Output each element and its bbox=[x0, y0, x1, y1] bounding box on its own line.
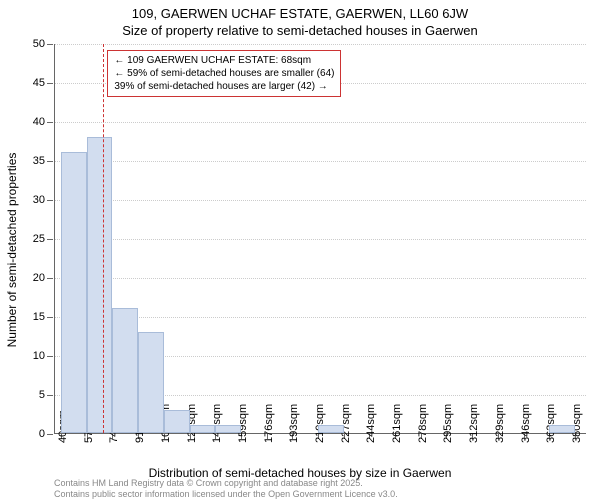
x-tick-label: 346sqm bbox=[520, 404, 532, 443]
x-tick-label: 142sqm bbox=[211, 404, 223, 443]
y-tick-label: 30 bbox=[33, 194, 45, 206]
y-tick-label: 35 bbox=[33, 155, 45, 167]
annotation-box: ← 109 GAERWEN UCHAF ESTATE: 68sqm← 59% o… bbox=[107, 50, 341, 97]
x-tick-label: 312sqm bbox=[468, 404, 480, 443]
attribution-line-2: Contains public sector information licen… bbox=[54, 489, 398, 500]
y-axis-label: Number of semi-detached properties bbox=[5, 153, 19, 348]
gridline bbox=[55, 122, 586, 123]
x-tick-label: 329sqm bbox=[494, 404, 506, 443]
y-tick-label: 20 bbox=[33, 272, 45, 284]
attribution: Contains HM Land Registry data © Crown c… bbox=[54, 478, 398, 500]
y-tick-label: 45 bbox=[33, 77, 45, 89]
y-tick bbox=[47, 161, 53, 162]
chart-container: 109, GAERWEN UCHAF ESTATE, GAERWEN, LL60… bbox=[0, 0, 600, 500]
x-tick-label: 176sqm bbox=[263, 404, 275, 443]
annotation-line: ← 109 GAERWEN UCHAF ESTATE: 68sqm bbox=[114, 54, 334, 67]
histogram-bar bbox=[87, 137, 113, 433]
x-tick-label: 380sqm bbox=[571, 404, 583, 443]
y-tick bbox=[47, 395, 53, 396]
x-tick-label: 159sqm bbox=[237, 404, 249, 443]
y-tick bbox=[47, 239, 53, 240]
x-tick-label: 363sqm bbox=[545, 404, 557, 443]
chart-title-main: 109, GAERWEN UCHAF ESTATE, GAERWEN, LL60… bbox=[0, 0, 600, 21]
y-tick-label: 15 bbox=[33, 311, 45, 323]
y-tick bbox=[47, 122, 53, 123]
gridline bbox=[55, 44, 586, 45]
x-tick-label: 193sqm bbox=[288, 404, 300, 443]
chart-title-sub: Size of property relative to semi-detach… bbox=[0, 21, 600, 38]
annotation-line: 39% of semi-detached houses are larger (… bbox=[114, 80, 334, 93]
histogram-bar bbox=[164, 410, 190, 433]
gridline bbox=[55, 200, 586, 201]
plot-area: 0510152025303540455040sqm57sqm74sqm91sqm… bbox=[54, 44, 586, 434]
y-tick bbox=[47, 83, 53, 84]
marker-line bbox=[103, 44, 104, 433]
y-tick-label: 50 bbox=[33, 38, 45, 50]
y-tick bbox=[47, 434, 53, 435]
y-tick bbox=[47, 356, 53, 357]
x-tick-label: 244sqm bbox=[365, 404, 377, 443]
gridline bbox=[55, 161, 586, 162]
gridline bbox=[55, 278, 586, 279]
x-tick-label: 210sqm bbox=[314, 404, 326, 443]
histogram-bar bbox=[112, 308, 138, 433]
y-tick-label: 0 bbox=[39, 428, 45, 440]
histogram-bar bbox=[190, 425, 216, 433]
histogram-bar bbox=[215, 425, 241, 433]
x-tick-label: 278sqm bbox=[417, 404, 429, 443]
gridline bbox=[55, 239, 586, 240]
y-tick-label: 5 bbox=[39, 389, 45, 401]
histogram-bar bbox=[549, 425, 575, 433]
attribution-line-1: Contains HM Land Registry data © Crown c… bbox=[54, 478, 398, 489]
x-tick-label: 295sqm bbox=[442, 404, 454, 443]
annotation-line: ← 59% of semi-detached houses are smalle… bbox=[114, 67, 334, 80]
x-tick-label: 261sqm bbox=[391, 404, 403, 443]
histogram-bar bbox=[61, 152, 87, 433]
y-tick bbox=[47, 278, 53, 279]
histogram-bar bbox=[318, 425, 344, 433]
y-tick bbox=[47, 317, 53, 318]
y-tick bbox=[47, 44, 53, 45]
y-tick-label: 25 bbox=[33, 233, 45, 245]
x-tick-label: 227sqm bbox=[340, 404, 352, 443]
histogram-bar bbox=[138, 332, 164, 433]
y-tick-label: 40 bbox=[33, 116, 45, 128]
plot-wrap: 0510152025303540455040sqm57sqm74sqm91sqm… bbox=[54, 44, 586, 434]
y-tick-label: 10 bbox=[33, 350, 45, 362]
y-tick bbox=[47, 200, 53, 201]
